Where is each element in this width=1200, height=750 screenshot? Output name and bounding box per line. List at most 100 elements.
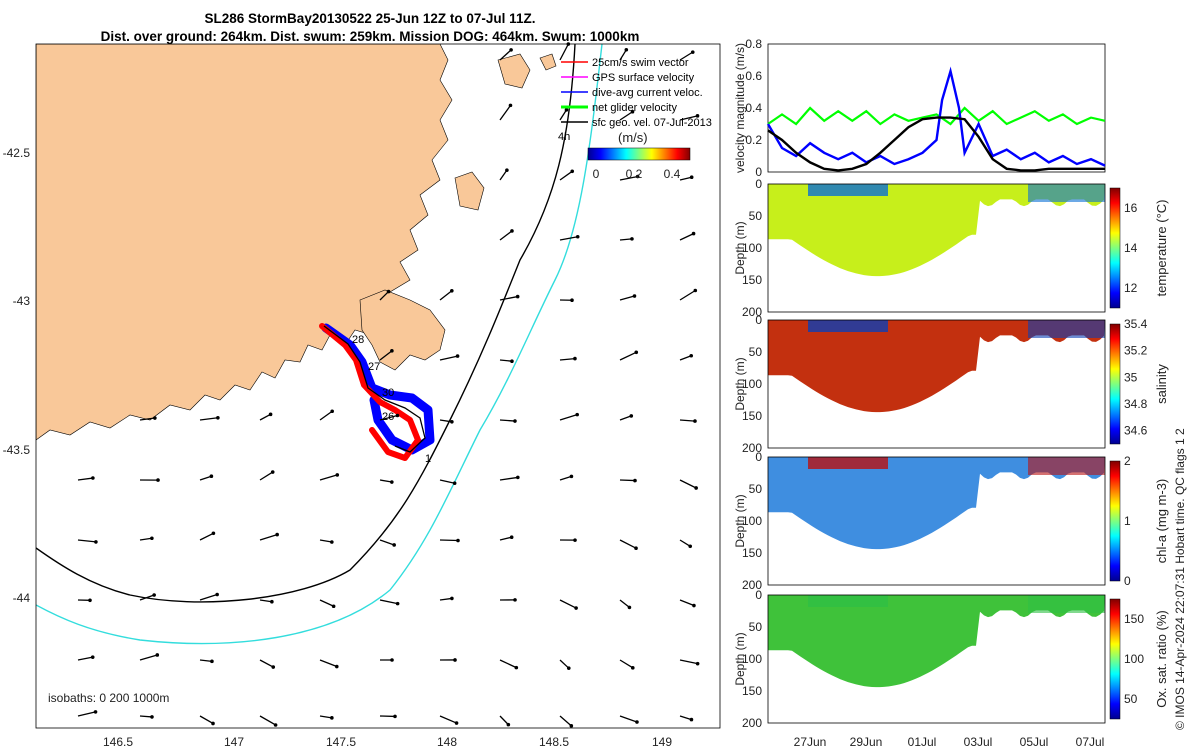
section-colorbar-tick: 35 — [1124, 370, 1138, 384]
section-y-tick: 200 — [742, 716, 762, 730]
section-y-tick: 100 — [742, 652, 762, 666]
geo-velocity-arrowhead — [570, 169, 575, 174]
geo-velocity-arrow — [559, 475, 572, 481]
geo-velocity-arrowhead — [633, 478, 637, 483]
land-tasman-peninsula — [359, 289, 446, 371]
geo-velocity-arrowhead — [513, 419, 517, 423]
geo-velocity-arrowhead — [210, 659, 214, 664]
map-colorbar-unit: (m/s) — [618, 130, 648, 145]
geo-velocity-arrowhead — [393, 714, 397, 719]
geo-velocity-arrow — [499, 419, 516, 422]
section-y-tick: 150 — [742, 684, 762, 698]
geo-velocity-arrowhead — [215, 592, 219, 597]
geo-velocity-arrow — [679, 539, 691, 547]
velocity-y-tick: 0.6 — [745, 69, 762, 83]
geo-velocity-arrowhead — [211, 721, 215, 726]
geo-velocity-arrow — [319, 715, 332, 719]
section-fill — [768, 320, 1105, 413]
geo-velocity-arrow — [499, 359, 513, 362]
geo-velocity-arrowhead — [450, 419, 454, 424]
geo-velocity-arrowhead — [390, 480, 394, 484]
geo-velocity-arrow — [499, 49, 512, 61]
geo-velocity-arrow — [139, 417, 155, 421]
geo-velocity-arrowhead — [634, 350, 639, 355]
geo-velocity-arrow — [439, 355, 458, 361]
geo-velocity-arrow — [77, 477, 93, 481]
geo-velocity-arrowhead — [574, 606, 578, 610]
map-x-tick: 148 — [437, 735, 457, 749]
geo-velocity-arrowhead — [331, 604, 336, 609]
geo-velocity-arrowhead — [456, 538, 460, 543]
geo-velocity-arrow — [379, 539, 395, 546]
geo-velocity-arrowhead — [450, 596, 454, 601]
geo-velocity-arrowhead — [691, 231, 696, 236]
geo-velocity-arrowhead — [689, 175, 694, 180]
track-label-28: 28 — [352, 334, 364, 346]
section-ylabel: Depth (m) — [733, 221, 747, 274]
map-colorbar — [587, 147, 691, 161]
geo-velocity-arrowhead — [635, 720, 639, 724]
geo-velocity-arrowhead — [268, 412, 273, 417]
geo-velocity-arrow — [199, 593, 218, 601]
geo-velocity-arrowhead — [694, 486, 698, 490]
geo-velocity-arrowhead — [632, 294, 637, 298]
map-panel: 28 27 30 26 1 4h 146.5 147 147.5 148 148… — [3, 42, 721, 749]
velocity-y-axis: 0 0.2 0.4 0.6 0.8 — [745, 37, 762, 179]
geo-velocity-arrowhead — [515, 294, 520, 299]
geo-velocity-arrowhead — [573, 356, 577, 361]
section-x-tick: 05Jul — [1020, 735, 1049, 749]
geo-velocity-arrow — [679, 355, 692, 361]
geo-velocity-arrow — [199, 475, 212, 481]
isobath-200m — [36, 44, 576, 603]
geo-velocity-arrow — [619, 111, 633, 121]
velocity-series — [766, 66, 1106, 172]
section-colorbar — [1109, 598, 1121, 720]
geo-velocity-arrow — [139, 537, 152, 541]
geo-velocity-arrow — [499, 104, 512, 121]
section-y-tick: 50 — [749, 345, 763, 359]
geo-velocity-arrow — [499, 659, 517, 669]
geo-velocity-arrowhead — [454, 721, 459, 725]
geo-velocity-arrow — [619, 539, 637, 549]
velocity-series-line-2 — [767, 116, 1105, 172]
geo-velocity-arrow — [439, 539, 459, 542]
geo-velocity-arrowhead — [573, 538, 577, 542]
map-x-tick: 146.5 — [103, 735, 133, 749]
geo-velocity-arrow — [619, 49, 627, 61]
track-label-30: 30 — [382, 387, 394, 399]
geo-velocity-arrowhead — [510, 229, 514, 233]
section-ylabel: Depth (m) — [733, 494, 747, 547]
section-y-tick: 150 — [742, 546, 762, 560]
section-colorbar-tick: 16 — [1124, 201, 1138, 215]
geo-velocity-arrow — [619, 175, 638, 181]
geo-velocity-arrowhead — [275, 532, 279, 537]
map-y-tick: -43.5 — [3, 443, 31, 457]
geo-velocity-arrow — [379, 350, 393, 361]
glider-track-blue — [321, 323, 435, 455]
title-line-2: Dist. over ground: 264km. Dist. swum: 25… — [100, 29, 640, 44]
section-colorbar-tick: 0 — [1124, 574, 1131, 588]
geo-velocity-arrowhead — [453, 658, 457, 662]
geo-velocity-arrow — [559, 236, 578, 241]
geo-velocity-arrow — [619, 659, 634, 669]
velocity-series-line-1 — [766, 66, 1106, 167]
geo-velocity-arrow — [379, 479, 392, 483]
geo-velocity-arrowhead — [692, 603, 696, 608]
velocity-y-tick: 0.4 — [745, 101, 762, 115]
geo-velocity-arrow — [619, 238, 633, 241]
legend-label-sfc: sfc geo. vel. 07-Jul-2013 — [592, 117, 712, 129]
velocity-y-tick: 0 — [755, 165, 762, 179]
section-colorbar-label: Ox. sat. ratio (%) — [1154, 610, 1169, 708]
map-y-axis: -42.5 -43 -43.5 -44 — [3, 146, 31, 605]
geo-velocity-arrow — [379, 291, 390, 301]
track-label-4h: 4h — [558, 131, 570, 143]
section-y-tick: 50 — [749, 482, 763, 496]
geo-velocity-arrowhead — [630, 109, 635, 114]
map-x-tick: 147 — [224, 735, 244, 749]
geo-velocity-arrowhead — [390, 349, 394, 353]
track-label-1: 1 — [425, 453, 431, 465]
geo-velocity-arrowhead — [508, 103, 513, 108]
imos-watermark: © IMOS 14-Apr-2024 22:07:31 Hobart time.… — [1173, 428, 1187, 730]
geo-velocity-arrow — [679, 479, 697, 489]
